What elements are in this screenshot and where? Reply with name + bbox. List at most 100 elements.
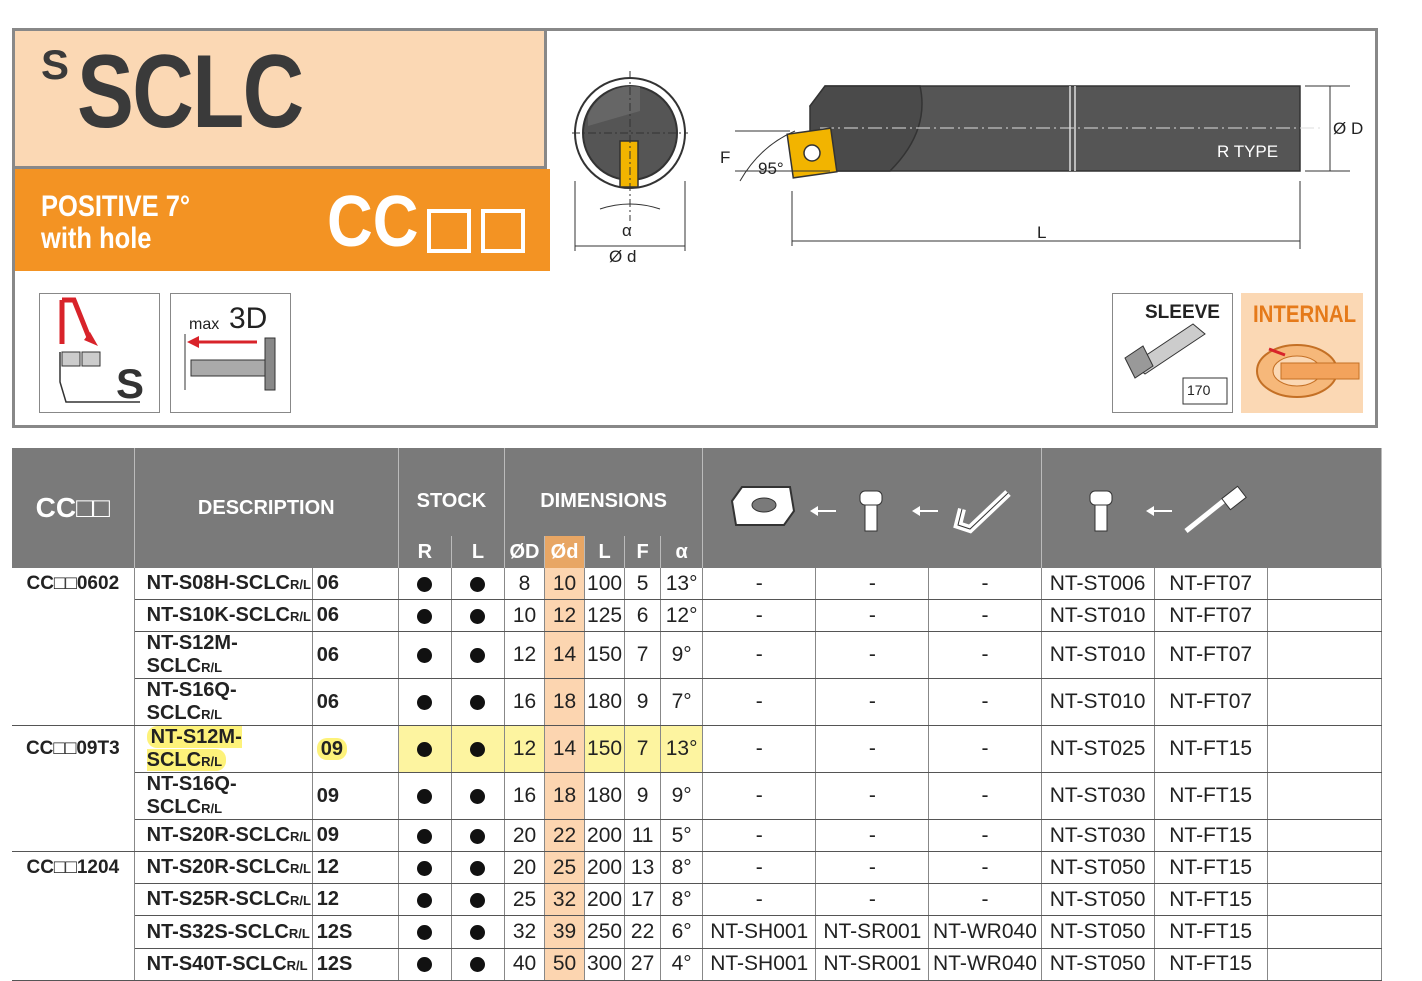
empty-cell [1267,883,1383,917]
dim-F-cell: 11 [624,819,662,853]
dim-F-cell: 7 [624,631,662,680]
stock-dot-icon [417,608,433,624]
size-cell: 09 [312,772,399,821]
header-alpha: α [660,536,704,568]
dim-L-cell: 100 [584,568,626,601]
dim-od-cell: 12 [544,599,586,633]
dim-od-cell: 18 [544,678,586,727]
shim-cell: - [702,599,817,633]
screw-key-icons [1089,485,1248,533]
rl-suffix: R/L [201,754,223,770]
stock-dot-icon [417,957,433,973]
insert-code: CC [327,182,419,262]
dim-F-cell: 9 [624,678,662,727]
wrench-cell: - [928,772,1042,821]
angle-label: 95° [758,159,784,178]
stock-dot-icon [470,789,486,805]
stock-l-cell [451,568,505,601]
small-diameter-label: Ø d [609,247,637,266]
dim-alpha-cell: 8° [660,883,704,917]
key-cell: NT-FT15 [1154,772,1268,821]
description-cell: NT-S16Q-SCLCR/L [134,772,313,821]
wrench-cell: - [928,678,1042,727]
empty-cell [1267,948,1383,981]
size-text: 06 [316,572,340,595]
size-text: 12S [316,952,353,975]
stock-l-cell [451,819,505,853]
screw-cell: NT-ST010 [1041,678,1155,727]
size-cell: 12 [312,883,399,917]
dim-oD-cell: 12 [504,725,546,774]
table-row: NT-S40T-SCLCR/L 12S 40 50 300 27 4° NT-SH001 NT-… [12,948,1383,981]
insert-screw-wrench-icons [730,486,1011,534]
empty-cell [1267,678,1383,727]
stock-r-cell [398,915,452,949]
key-cell: NT-FT15 [1154,883,1268,917]
rl-suffix: R/L [289,577,311,593]
size-cell: 06 [312,568,399,601]
dim-od-cell: 10 [544,568,586,601]
header-code: CC□□ [12,448,135,568]
screw-cell: NT-ST025 [1041,725,1155,774]
dim-F-cell: 6 [624,599,662,633]
size-cell: 12S [312,948,399,981]
shim-screw-cell: - [815,599,930,633]
screw-cell: NT-ST050 [1041,851,1155,885]
group-cell: CC□□0602 [12,568,135,600]
stock-r-cell [398,819,452,853]
size-text: 06 [316,604,340,627]
stock-dot-icon [417,742,433,758]
screw-cell: NT-ST050 [1041,915,1155,949]
group-cell [12,915,135,949]
table-row: NT-S25R-SCLCR/L 12 25 32 200 17 8° - - - NT-ST050 N… [12,883,1383,917]
description-cell: NT-S12M-SCLCR/L [134,725,313,774]
key-cell: NT-FT07 [1154,631,1268,680]
shim-cell: - [702,568,817,601]
dim-alpha-cell: 13° [660,725,704,774]
wrench-cell: - [928,883,1042,917]
key-cell: NT-FT07 [1154,568,1268,601]
dim-F-cell: 7 [624,725,662,774]
screw-cell: NT-ST006 [1041,568,1155,601]
size-cell: 09 [312,819,399,853]
stock-r-cell [398,678,452,727]
stock-dot-icon [417,789,433,805]
max-depth-icon: max 3D [170,293,291,413]
dim-F-cell: 22 [624,915,662,949]
description-cell: NT-S12M-SCLCR/L [134,631,313,680]
table-row: NT-S20R-SCLCR/L 09 20 22 200 11 5° - - - NT-ST030 N… [12,819,1383,853]
wrench-cell: NT-WR040 [928,948,1042,981]
description-cell: NT-S40T-SCLCR/L [134,948,313,981]
header-panel: S SCLC POSITIVE 7° with hole CC α Ø d [12,28,1378,428]
dim-L-cell: 200 [584,819,626,853]
header-L: L [584,536,626,568]
product-table: CC□□ DESCRIPTION STOCK DIMENSIONS [12,448,1383,981]
header-stock-r: R [398,536,452,568]
table-row: NT-S10K-SCLCR/L 06 10 12 125 6 12° - - - NT-ST010 N… [12,599,1383,633]
table-row: NT-S12M-SCLCR/L 06 12 14 150 7 9° - - - NT-ST010 NT… [12,631,1383,680]
title-superscript: S [41,41,70,88]
dim-alpha-cell: 9° [660,631,704,680]
header-F: F [624,536,662,568]
empty-cell [1267,819,1383,853]
size-text: 12 [316,888,340,911]
dim-alpha-cell: 8° [660,851,704,885]
description-cell: NT-S10K-SCLCR/L [134,599,313,633]
shim-cell: - [702,725,817,774]
description-text: NT-S20R-SCLC [146,824,290,847]
shim-screw-cell: - [815,631,930,680]
internal-icon: INTERNAL [1241,293,1363,413]
dim-oD-cell: 25 [504,883,546,917]
sleeve-label: SLEEVE [1145,302,1220,323]
shim-screw-cell: - [815,851,930,885]
header-stock-l: L [451,536,505,568]
dim-alpha-cell: 4° [660,948,704,981]
size-text: 12S [316,920,353,943]
dim-L-cell: 150 [584,725,626,774]
header-insert-screw-wrench [702,448,1042,568]
description-text: NT-S10K-SCLC [146,604,290,627]
sleeve-page: 170 [1187,382,1211,398]
dim-od-cell: 25 [544,851,586,885]
table-row: CC□□09T3 NT-S12M-SCLCR/L 09 12 14 150 7 13° - - - N… [12,725,1383,774]
rl-suffix: R/L [289,609,311,625]
